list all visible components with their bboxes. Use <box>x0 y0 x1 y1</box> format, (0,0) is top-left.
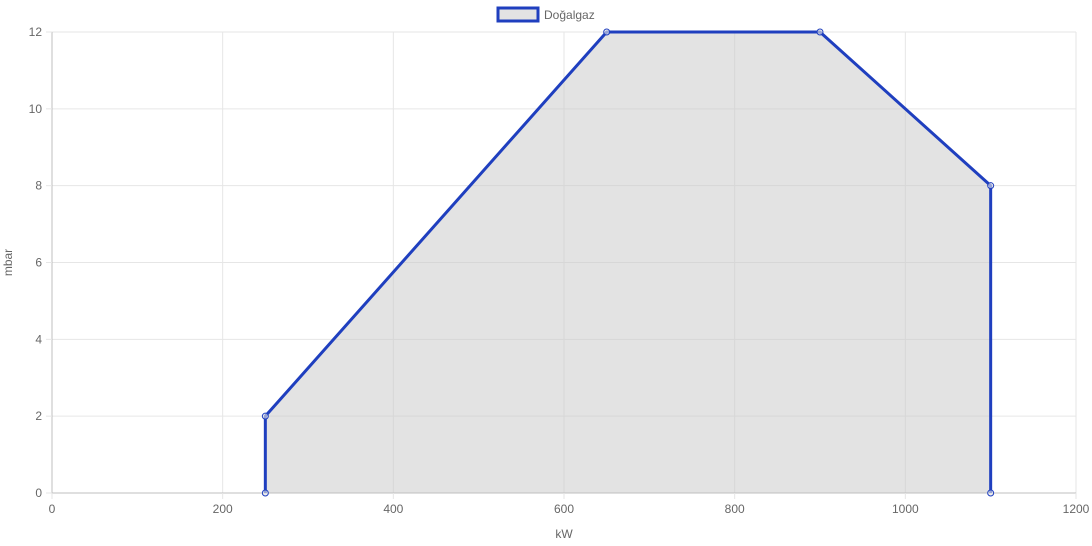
x-tick-label: 400 <box>383 502 403 516</box>
data-point[interactable] <box>987 182 995 190</box>
y-tick-label: 0 <box>35 486 42 500</box>
y-tick-label: 8 <box>35 179 42 193</box>
data-point[interactable] <box>987 489 995 497</box>
y-tick-label: 6 <box>35 256 42 270</box>
x-axis-ticks: 0 200 400 600 800 1000 1200 <box>49 493 1090 516</box>
y-axis-ticks: 0 2 4 6 8 10 12 <box>29 25 52 500</box>
y-axis-title: mbar <box>1 249 15 276</box>
data-point[interactable] <box>261 489 269 497</box>
data-point[interactable] <box>816 28 824 36</box>
x-tick-label: 600 <box>554 502 574 516</box>
x-tick-label: 1000 <box>892 502 919 516</box>
data-point[interactable] <box>261 412 269 420</box>
legend-label[interactable]: Doğalgaz <box>544 8 595 22</box>
legend[interactable]: Doğalgaz <box>496 6 595 23</box>
legend-swatch[interactable] <box>496 6 540 23</box>
x-tick-label: 200 <box>213 502 233 516</box>
x-tick-label: 0 <box>49 502 56 516</box>
y-tick-label: 12 <box>29 25 43 39</box>
y-tick-label: 10 <box>29 102 43 116</box>
y-tick-label: 4 <box>35 332 42 346</box>
series-area-fill <box>265 32 991 493</box>
series-points <box>261 28 995 497</box>
x-axis-title: kW <box>555 527 573 541</box>
x-tick-label: 800 <box>725 502 745 516</box>
series-line <box>263 30 993 493</box>
x-tick-label: 1200 <box>1063 502 1090 516</box>
series-line-group <box>263 30 993 493</box>
series-area <box>265 32 991 493</box>
y-tick-label: 2 <box>35 409 42 423</box>
data-point[interactable] <box>603 28 611 36</box>
